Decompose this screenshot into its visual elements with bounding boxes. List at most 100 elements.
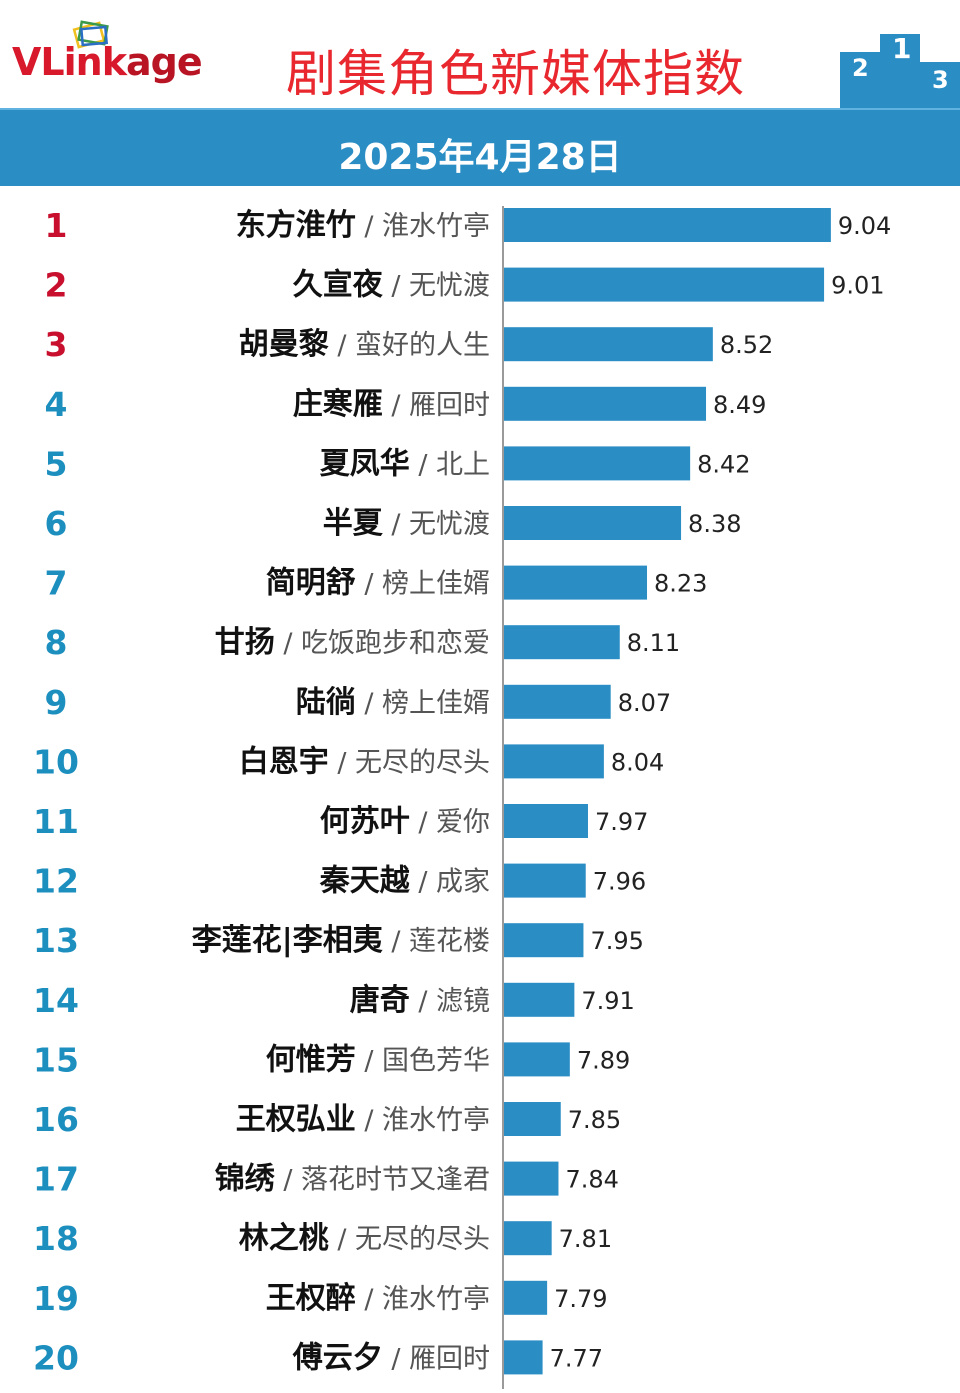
row-label: 唐奇 / 滤镜 [350,983,490,1018]
label-separator: / [383,390,409,421]
label-separator: / [410,807,436,838]
bar [504,1280,548,1315]
row-label: 秦天越 / 成家 [319,864,490,899]
character-name: 锦绣 [215,1162,276,1197]
bar [504,1340,543,1375]
character-name: 何惟芳 [266,1042,356,1077]
character-name: 唐奇 [350,983,410,1018]
label-separator: / [329,1224,355,1255]
rank-label: 9 [45,683,68,722]
row-label: 林之桃 / 无尽的尽头 [239,1221,490,1256]
value-label: 7.85 [568,1106,621,1134]
row-label: 白恩宇 / 无尽的尽头 [239,744,490,779]
character-name: 久宣夜 [293,268,384,303]
character-name: 甘扬 [215,625,275,660]
show-name: 淮水竹亭 [382,1105,490,1136]
rank-label: 3 [45,325,68,364]
show-name: 雁回时 [409,1343,490,1374]
label-separator: / [356,569,382,600]
character-name: 陆徜 [296,685,356,720]
character-name: 王权醉 [266,1281,356,1316]
show-name: 淮水竹亭 [382,211,490,242]
value-label: 7.79 [554,1285,607,1313]
row-label: 久宣夜 / 无忧渡 [293,268,490,303]
row-label: 夏凤华 / 北上 [320,446,490,481]
ranking-chart: 1 东方淮竹 / 淮水竹亭 9.04 2 久宣夜 / 无忧渡 9.01 3 胡曼黎 / 蛮好的… [0,186,960,1389]
value-label: 8.07 [618,689,671,717]
rank-label: 20 [33,1338,79,1377]
label-separator: / [383,509,409,540]
label-separator: / [329,330,355,361]
bar [504,982,575,1017]
show-name: 落花时节又逢君 [301,1165,490,1196]
label-separator: / [356,1105,382,1136]
label-separator: / [275,628,301,659]
row-label: 傅云夕 / 雁回时 [292,1340,490,1375]
row-label: 半夏 / 无忧渡 [323,506,490,541]
svg-text:2: 2 [852,54,869,82]
page-title: 剧集角色新媒体指数 [286,45,745,103]
bar [504,804,588,838]
label-separator: / [383,271,409,302]
bar [504,744,604,779]
date-band: 2025年4月28日 [0,108,960,186]
value-label: 9.04 [838,212,891,240]
label-separator: / [356,1284,382,1315]
rank-label: 15 [33,1040,79,1079]
bar [504,1042,570,1077]
show-name: 国色芳华 [382,1045,490,1076]
character-name: 林之桃 [239,1221,329,1256]
label-separator: / [383,926,409,957]
rank-label: 11 [33,802,79,841]
rank-label: 18 [33,1219,79,1258]
bar [504,684,611,719]
label-separator: / [410,449,436,480]
value-label: 7.95 [590,927,643,955]
rank-label: 17 [33,1160,79,1199]
show-name: 无尽的尽头 [355,747,490,778]
bar [504,1161,559,1196]
rank-label: 14 [33,981,79,1020]
row-label: 简明舒 / 榜上佳婿 [266,566,490,601]
row-label: 甘扬 / 吃饭跑步和恋爱 [215,625,490,660]
value-label: 8.49 [713,391,766,419]
show-name: 爱你 [436,807,490,838]
label-separator: / [410,986,436,1017]
value-label: 7.91 [581,987,634,1015]
row-label: 陆徜 / 榜上佳婿 [296,685,490,720]
value-label: 8.38 [688,510,741,538]
date-label: 2025年4月28日 [338,137,622,178]
show-name: 北上 [436,449,490,480]
value-label: 8.52 [720,331,773,359]
rank-label: 10 [33,742,79,781]
rank-label: 12 [33,862,79,901]
ranking-chart-svg: 1 东方淮竹 / 淮水竹亭 9.04 2 久宣夜 / 无忧渡 9.01 3 胡曼黎 / 蛮好的… [33,206,891,1389]
value-label: 9.01 [831,272,884,300]
show-name: 无忧渡 [409,509,490,540]
rank-label: 19 [33,1279,79,1318]
rank-label: 2 [45,266,68,305]
label-separator: / [275,1165,301,1196]
character-name: 半夏 [323,506,384,541]
bar [504,923,584,958]
rank-label: 13 [33,921,79,960]
show-name: 榜上佳婿 [382,688,490,719]
bar [504,625,620,660]
show-name: 无忧渡 [409,271,490,302]
value-label: 8.23 [654,570,707,598]
svg-text:3: 3 [932,66,949,94]
row-label: 李莲花|李相夷 / 莲花楼 [192,923,490,958]
show-name: 榜上佳婿 [382,569,490,600]
bar [504,565,648,600]
value-label: 7.97 [595,808,648,836]
show-name: 滤镜 [436,986,490,1017]
bar [504,327,713,362]
character-name: 简明舒 [266,566,356,601]
logo-text: VLinkage [12,40,203,84]
value-label: 8.42 [697,450,750,478]
value-label: 7.96 [593,868,646,896]
rank-label: 5 [45,444,68,483]
value-label: 7.89 [577,1046,630,1074]
rank-label: 4 [45,385,68,424]
character-name: 何苏叶 [320,804,410,839]
